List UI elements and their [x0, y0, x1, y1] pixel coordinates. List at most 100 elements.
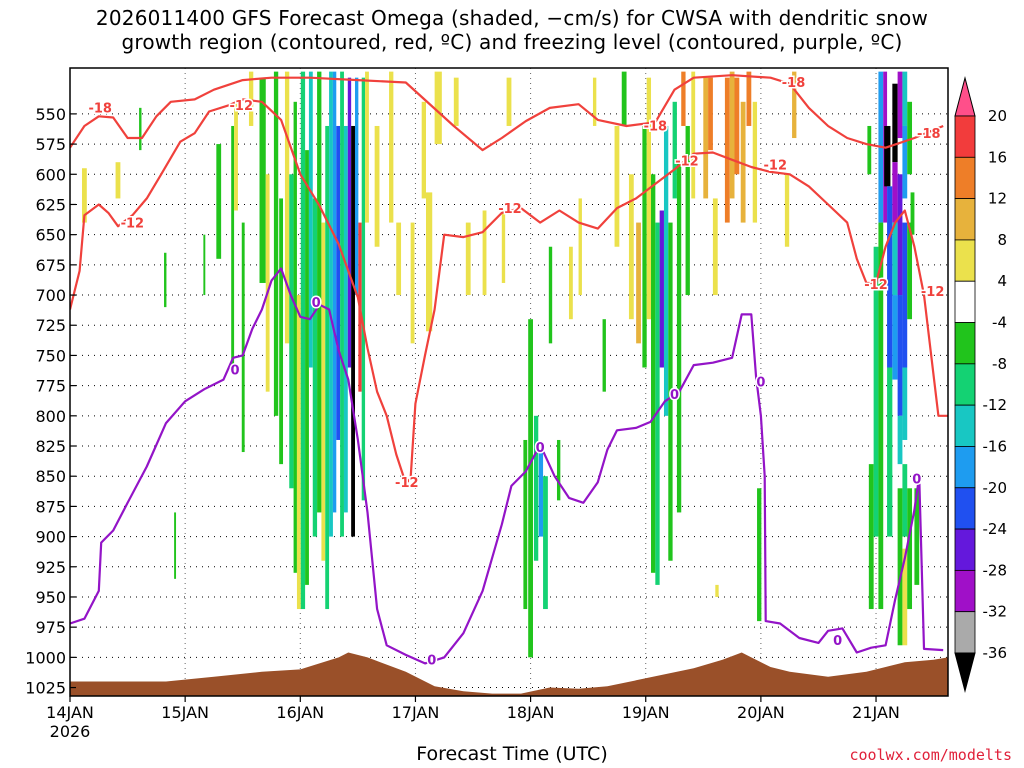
omega-cell: [421, 101, 426, 199]
contour-label: -18: [782, 76, 806, 91]
omega-cell: [691, 71, 696, 199]
omega-cell: [746, 71, 752, 126]
x-tick-label: 21JAN: [852, 703, 900, 722]
colorbar-label: 8: [997, 231, 1007, 249]
omega-cell: [784, 174, 790, 247]
omega-cell: [868, 464, 874, 610]
colorbar-swatch: [954, 363, 976, 406]
omega-cell: [410, 222, 415, 344]
contours: [70, 74, 948, 665]
colorbar-label: -32: [983, 603, 1008, 621]
colorbar-swatch: [954, 487, 976, 530]
freezing-level-contour: [70, 267, 944, 665]
omega-cell: [907, 222, 913, 320]
omega-cell: [533, 415, 539, 561]
y-tick-label: 625: [35, 195, 66, 214]
contour-label: -12: [864, 278, 888, 293]
omega-cell: [523, 439, 528, 610]
x-tick-label: 14JAN: [46, 703, 94, 722]
omega-cell: [636, 222, 641, 344]
y-tick-label: 900: [35, 528, 66, 547]
omega-cell: [259, 77, 266, 283]
omega-cell: [897, 174, 903, 296]
colorbar-label: -20: [983, 479, 1008, 497]
omega-cell: [883, 71, 888, 126]
credit-link[interactable]: coolwx.com/modelts: [849, 746, 1012, 764]
omega-cell: [902, 125, 908, 199]
colorbar-label: -16: [983, 437, 1008, 455]
omega-cell: [897, 71, 903, 139]
omega-cell: [614, 125, 620, 247]
omega-cell: [892, 295, 898, 380]
omega-cell: [248, 71, 254, 126]
contour-label: 0: [427, 653, 436, 668]
omega-cell: [646, 77, 652, 320]
y-tick-label: 825: [35, 437, 66, 456]
omega-cell: [685, 125, 690, 296]
contour-label: -18: [644, 120, 668, 135]
colorbar-label: -24: [983, 520, 1008, 538]
omega-cell: [241, 222, 245, 453]
contour-label: 0: [312, 296, 321, 311]
omega-cell: [907, 488, 913, 610]
omega-cell: [887, 367, 893, 537]
contour-label: -12: [230, 99, 254, 114]
omega-cell: [897, 488, 903, 646]
omega-cell: [897, 415, 903, 465]
colorbar-swatch: [954, 322, 976, 365]
plot-background: [70, 68, 948, 696]
omega-cell: [556, 439, 561, 501]
omega-cell: [873, 246, 879, 537]
omega-cell: [734, 77, 740, 175]
y-tick-label: 675: [35, 256, 66, 275]
y-tick-label: 925: [35, 558, 66, 577]
y-tick-label: 550: [35, 105, 66, 124]
omega-cell: [548, 246, 553, 344]
omega-cell: [907, 101, 913, 175]
omega-cell: [884, 125, 891, 187]
contour-label: -12: [675, 155, 699, 170]
omega-cell: [543, 476, 548, 610]
omega-cell: [628, 174, 634, 320]
chart-title-line-2: growth region (contoured, red, ºC) and f…: [121, 30, 903, 54]
contour-label: 0: [756, 376, 765, 391]
terrain-area: [70, 652, 948, 696]
omega-cell: [659, 210, 664, 368]
contour-label: 0: [912, 472, 921, 487]
contour-label: 0: [536, 441, 545, 456]
y-tick-label: 575: [35, 135, 66, 154]
contour-label: -18: [917, 127, 941, 142]
y-tick-label: 750: [35, 346, 66, 365]
colorbar-label: -28: [983, 561, 1008, 579]
y-tick-label: 975: [35, 618, 66, 637]
omega-cell: [902, 367, 908, 440]
omega-cell: [325, 125, 330, 610]
omega-cell: [729, 71, 735, 199]
omega-cell: [351, 125, 355, 537]
omega-cell: [672, 101, 677, 199]
terrain: [70, 652, 948, 696]
omega-cell: [336, 125, 341, 440]
omega-cell: [329, 71, 333, 537]
omega-cell: [592, 77, 597, 126]
colorbar-label: -4: [992, 314, 1007, 332]
omega-cell: [231, 125, 235, 368]
omega-cell: [757, 488, 762, 622]
colorbar-label: 20: [988, 107, 1007, 125]
colorbar: 20 16 12 8 4 -4 -8 -12 -16 -20 -24 -28 -32 -36: [954, 76, 1008, 693]
omega-cell: [482, 210, 487, 296]
omega-cell: [332, 71, 337, 513]
omega-cell: [902, 464, 908, 537]
omega-cell: [81, 168, 87, 223]
omega-cell: [354, 77, 359, 296]
omega-cell: [293, 101, 297, 573]
chart-title-line-1: 2026011400 GFS Forecast Omega (shaded, −…: [95, 6, 929, 30]
omega-cell: [897, 295, 903, 416]
omega-cell: [663, 125, 669, 416]
contour-label: 0: [231, 364, 240, 379]
omega-cell: [642, 125, 647, 368]
x-tick-label: 20JAN: [737, 703, 785, 722]
colorbar-top-arrow: [954, 76, 976, 117]
omega-cell: [465, 222, 471, 296]
omega-cell: [234, 101, 238, 211]
